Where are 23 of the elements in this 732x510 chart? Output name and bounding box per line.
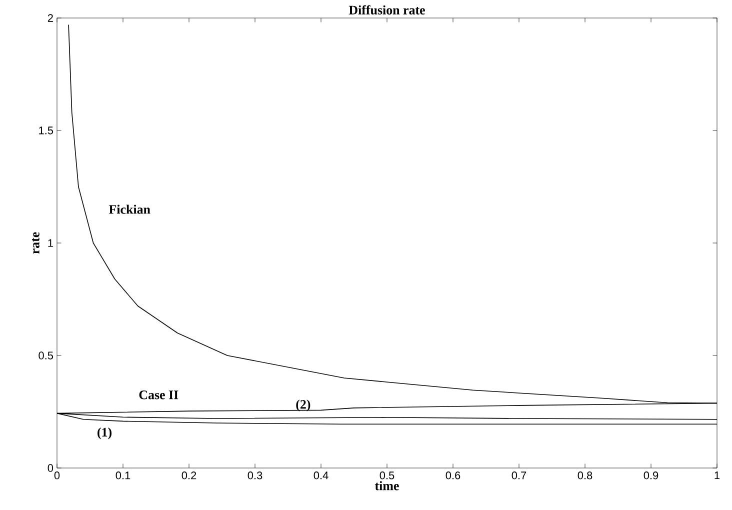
y-tick-label: 1 bbox=[48, 239, 53, 247]
x-tick-label: 0.5 bbox=[380, 472, 394, 480]
x-tick-label: 0.2 bbox=[182, 472, 196, 480]
annotation: Case II bbox=[139, 390, 178, 400]
x-tick-label: 0.3 bbox=[248, 472, 262, 480]
x-tick-label: 0.1 bbox=[116, 472, 130, 480]
annotation: (1) bbox=[98, 427, 112, 440]
x-tick-label: 0.9 bbox=[644, 472, 658, 480]
x-tick-label: 0 bbox=[54, 472, 60, 480]
y-tick-label: 0.5 bbox=[38, 352, 54, 360]
chart-title: Diffusion rate bbox=[348, 5, 425, 14]
x-axis-title: time bbox=[374, 481, 399, 490]
annotation: Fickian bbox=[108, 204, 150, 214]
y-tick-label: 2 bbox=[48, 14, 53, 22]
y-tick-label: 1.5 bbox=[39, 126, 54, 134]
x-tick-label: 0.8 bbox=[578, 472, 592, 480]
x-tick-label: 0.4 bbox=[314, 472, 328, 480]
y-axis-title: rate bbox=[32, 232, 40, 254]
x-tick-label: 0.6 bbox=[446, 472, 460, 480]
x-tick-label: 1 bbox=[714, 472, 720, 480]
annotation: (2) bbox=[296, 400, 310, 412]
x-tick-label: 0.7 bbox=[512, 472, 526, 480]
y-tick-label: 0 bbox=[48, 464, 54, 472]
